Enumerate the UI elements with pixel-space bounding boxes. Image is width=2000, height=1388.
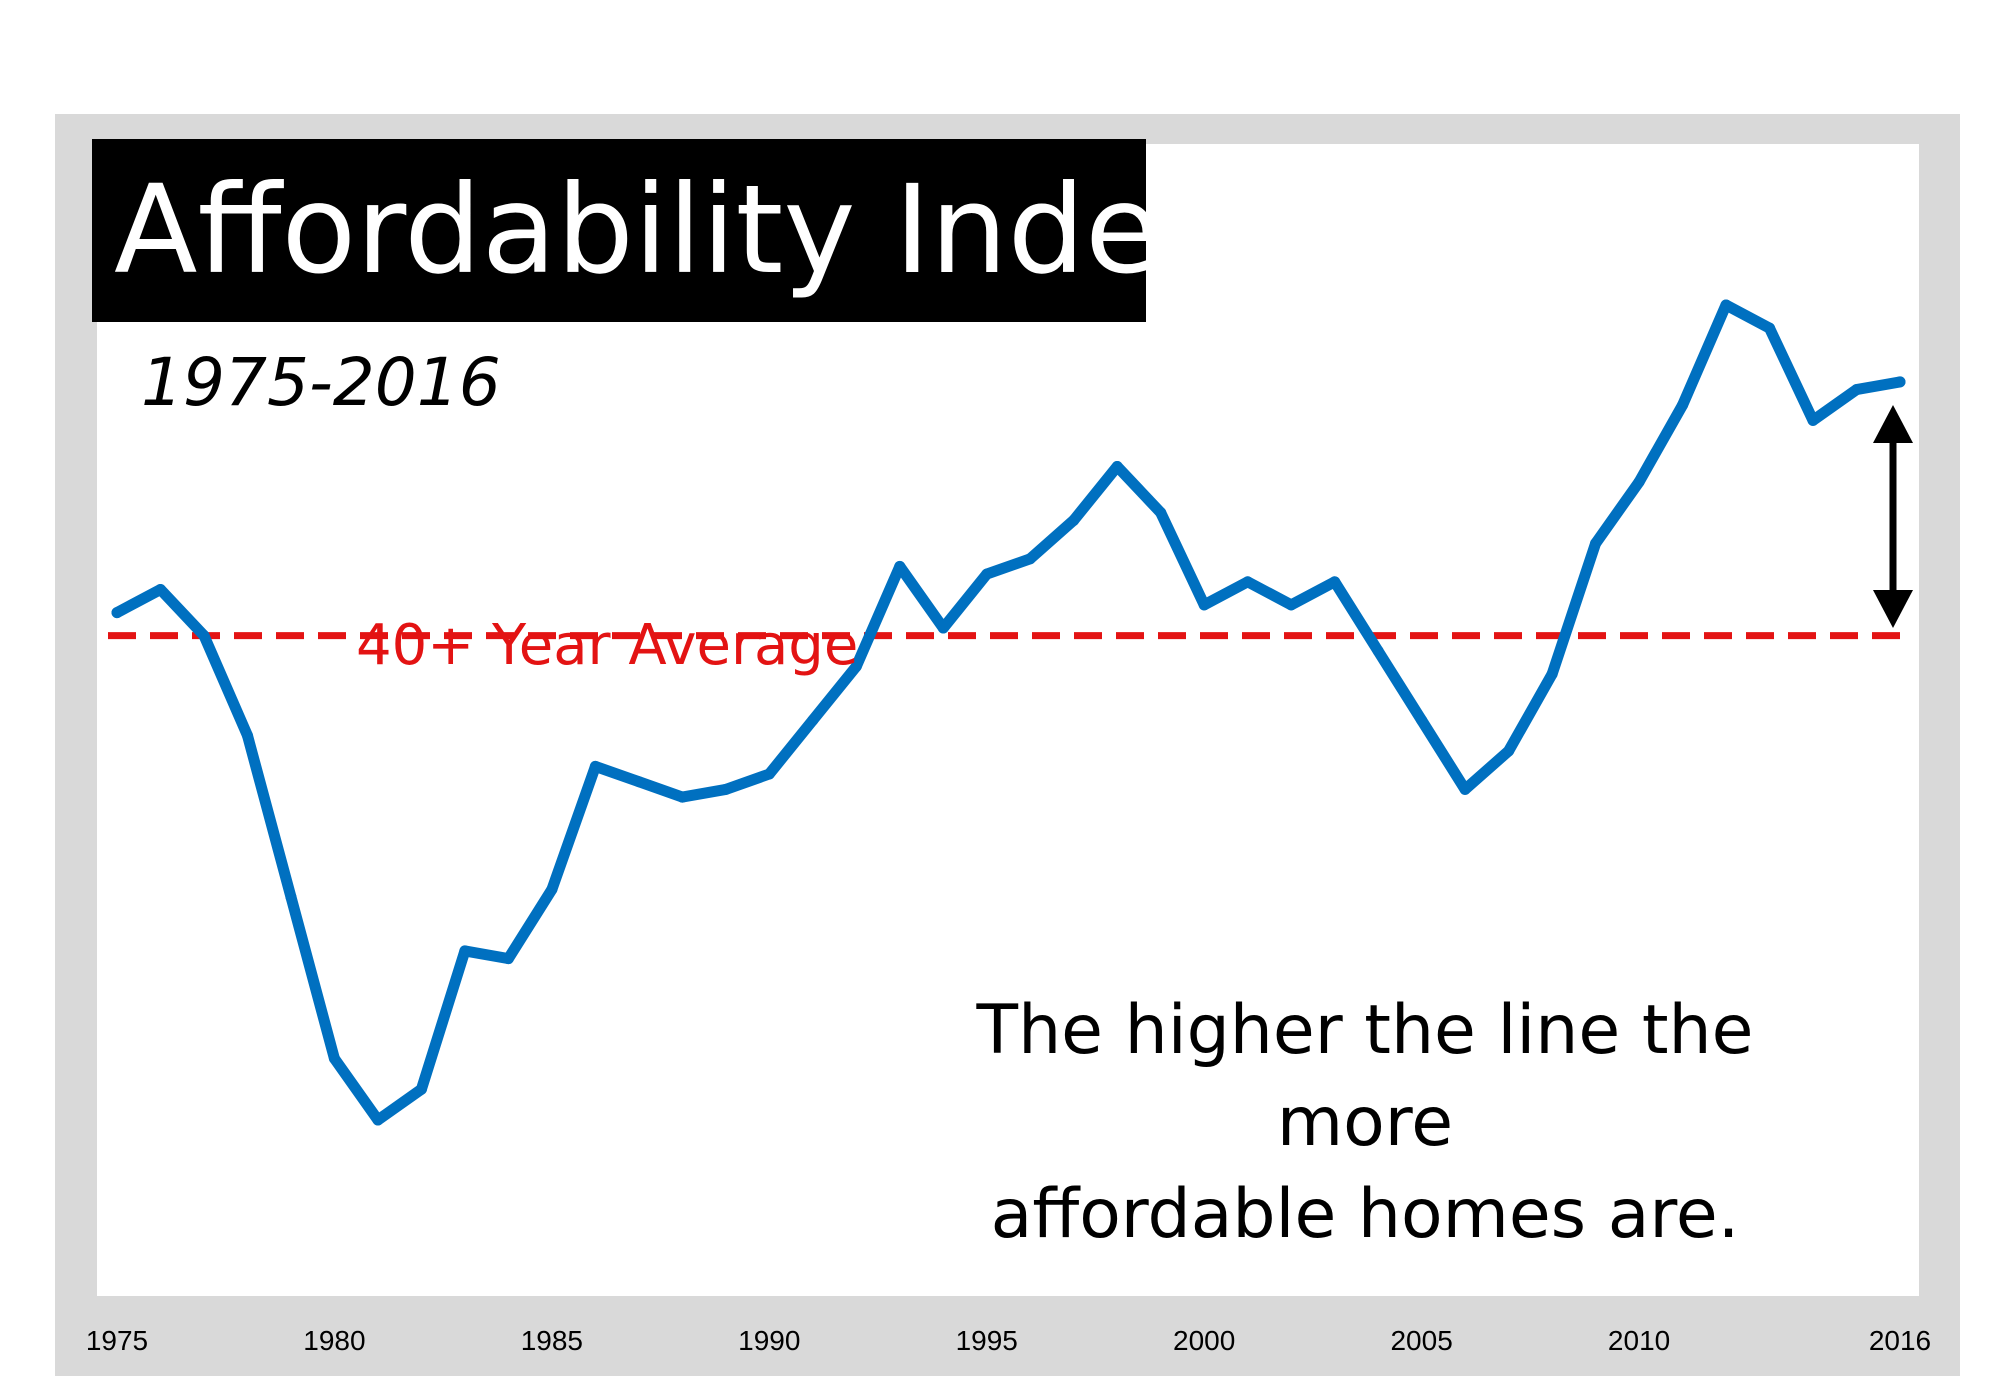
series-line xyxy=(111,299,1906,1126)
data-point-1986 xyxy=(589,760,601,772)
data-point-1976 xyxy=(154,584,166,596)
data-point-1987 xyxy=(633,776,645,788)
data-point-1995 xyxy=(981,568,993,580)
data-point-2009 xyxy=(1590,537,1602,549)
annotation-line-1: The higher the line the more xyxy=(976,991,1754,1162)
data-point-1992 xyxy=(850,660,862,672)
x-tick-label-1980: 1980 xyxy=(303,1325,365,1356)
data-point-1996 xyxy=(1024,553,1036,565)
data-point-1998 xyxy=(1111,460,1123,472)
average-label: 40+ Year Average xyxy=(356,613,859,678)
data-point-1979 xyxy=(285,891,297,903)
data-point-1983 xyxy=(459,945,471,957)
annotation-line-2: affordable homes are. xyxy=(990,1175,1740,1254)
data-point-2015 xyxy=(1851,384,1863,396)
data-point-1981 xyxy=(372,1114,384,1126)
data-point-2002 xyxy=(1285,599,1297,611)
data-point-2011 xyxy=(1677,399,1689,411)
data-point-1984 xyxy=(502,953,514,965)
data-point-2014 xyxy=(1807,414,1819,426)
chart-title: Affordability Index xyxy=(114,159,1231,301)
data-point-1985 xyxy=(546,883,558,895)
data-point-1997 xyxy=(1068,514,1080,526)
title-background xyxy=(92,139,1146,322)
data-point-2000 xyxy=(1198,599,1210,611)
arrow-head-top xyxy=(1873,404,1913,443)
data-point-2007 xyxy=(1503,745,1515,757)
data-point-2005 xyxy=(1416,714,1428,726)
data-point-1989 xyxy=(720,783,732,795)
double-arrow xyxy=(1873,404,1913,628)
x-tick-label-2005: 2005 xyxy=(1390,1325,1452,1356)
data-point-1999 xyxy=(1155,507,1167,519)
arrow-head-bottom xyxy=(1873,589,1913,628)
data-point-2012 xyxy=(1720,299,1732,311)
data-point-2013 xyxy=(1764,322,1776,334)
x-tick-label-1985: 1985 xyxy=(521,1325,583,1356)
data-point-2001 xyxy=(1242,576,1254,588)
series-points xyxy=(111,299,1906,1126)
data-point-1978 xyxy=(241,730,253,742)
data-point-1990 xyxy=(763,768,775,780)
data-point-1977 xyxy=(198,630,210,642)
data-point-1975 xyxy=(111,607,123,619)
x-tick-label-1975: 1975 xyxy=(86,1325,148,1356)
x-tick-label-2010: 2010 xyxy=(1608,1325,1670,1356)
data-point-2008 xyxy=(1546,668,1558,680)
data-point-2010 xyxy=(1633,476,1645,488)
x-tick-label-1995: 1995 xyxy=(956,1325,1018,1356)
chart-subtitle: 1975-2016 xyxy=(141,344,501,421)
data-point-2016 xyxy=(1894,376,1906,388)
data-point-2003 xyxy=(1329,576,1341,588)
x-tick-label-2000: 2000 xyxy=(1173,1325,1235,1356)
x-axis-ticks: 1975 1980 1985 1990 1995 2000 2005 2010 2016 xyxy=(86,1325,1931,1356)
x-tick-label-2016: 2016 xyxy=(1869,1325,1931,1356)
data-point-1994 xyxy=(937,622,949,634)
x-tick-label-1990: 1990 xyxy=(738,1325,800,1356)
data-point-1982 xyxy=(415,1083,427,1095)
data-point-1980 xyxy=(328,1053,340,1065)
data-point-1993 xyxy=(894,560,906,572)
data-point-2004 xyxy=(1372,645,1384,657)
data-point-1991 xyxy=(807,714,819,726)
data-point-1988 xyxy=(676,791,688,803)
annotation-text: The higher the line the more affordable … xyxy=(880,985,1850,1261)
data-point-2006 xyxy=(1459,783,1471,795)
